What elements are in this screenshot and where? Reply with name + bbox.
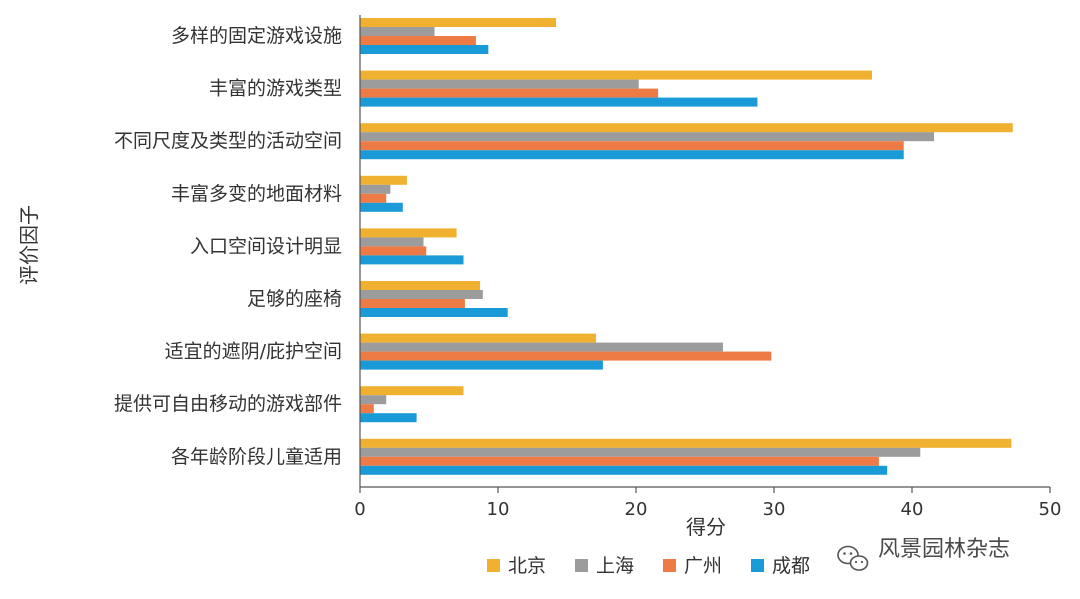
legend-label: 广州 xyxy=(684,555,722,577)
category-label: 不同尺度及类型的活动空间 xyxy=(114,130,342,152)
category-label: 丰富多变的地面材料 xyxy=(171,183,342,205)
bar xyxy=(360,360,603,370)
x-tick-label: 50 xyxy=(1039,499,1062,520)
bar xyxy=(360,447,921,457)
bar xyxy=(360,386,464,396)
bar xyxy=(360,308,508,317)
category-label: 各年龄阶段儿童适用 xyxy=(171,446,342,468)
x-axis-title: 得分 xyxy=(686,515,726,539)
x-tick-label: 10 xyxy=(487,499,510,520)
x-tick-label: 40 xyxy=(901,499,924,520)
category-label: 丰富的游戏类型 xyxy=(209,78,342,100)
legend-swatch xyxy=(663,559,676,572)
watermark: 风景园林杂志 xyxy=(837,537,1010,571)
bar xyxy=(360,27,435,36)
bar xyxy=(360,456,879,466)
category-label: 足够的座椅 xyxy=(247,288,342,310)
bar xyxy=(360,202,403,212)
y-axis-title: 评价因子 xyxy=(17,205,41,285)
watermark-text: 风景园林杂志 xyxy=(878,537,1010,562)
bar xyxy=(360,237,424,247)
bar xyxy=(360,299,465,308)
category-label: 提供可自由移动的游戏部件 xyxy=(114,393,342,415)
bar xyxy=(360,351,772,361)
legend-swatch xyxy=(487,559,500,572)
bar xyxy=(360,413,417,423)
bar xyxy=(360,175,407,185)
bar xyxy=(360,184,391,194)
wechat-icon xyxy=(837,545,869,571)
bar xyxy=(360,45,489,54)
x-tick-label: 20 xyxy=(625,499,648,520)
bar xyxy=(360,193,387,203)
bar xyxy=(360,97,758,107)
bar xyxy=(360,18,556,27)
category-labels: 多样的固定游戏设施丰富的游戏类型不同尺度及类型的活动空间丰富多变的地面材料入口空… xyxy=(114,25,342,468)
bar xyxy=(360,342,723,352)
bar xyxy=(360,333,596,343)
x-axis: 0 10 20 30 40 50 xyxy=(354,486,1062,520)
category-label: 适宜的遮阴/庇护空间 xyxy=(165,341,342,363)
legend-label: 北京 xyxy=(508,555,546,577)
bar xyxy=(360,255,464,265)
x-tick-label: 0 xyxy=(354,499,365,520)
legend-label: 上海 xyxy=(596,555,634,577)
bar xyxy=(360,246,427,256)
legend-label: 成都 xyxy=(772,555,810,577)
bars-group xyxy=(360,18,1013,475)
legend-swatch xyxy=(575,559,588,572)
category-label: 入口空间设计明显 xyxy=(190,235,342,257)
legend: 北京 上海 广州 成都 xyxy=(487,555,810,577)
bar xyxy=(360,88,659,98)
bar xyxy=(360,438,1012,448)
legend-swatch xyxy=(751,559,764,572)
x-tick-label: 30 xyxy=(763,499,786,520)
bar xyxy=(360,395,387,405)
bar xyxy=(360,290,483,299)
bar xyxy=(360,132,935,142)
category-label: 多样的固定游戏设施 xyxy=(171,25,342,47)
bar xyxy=(360,36,476,45)
bar xyxy=(360,70,872,80)
bar xyxy=(360,281,481,290)
bar xyxy=(360,123,1013,133)
bar xyxy=(360,228,457,238)
bar xyxy=(360,465,888,475)
bar xyxy=(360,150,904,160)
bar xyxy=(360,141,904,151)
bar xyxy=(360,79,639,89)
bar xyxy=(360,404,374,414)
